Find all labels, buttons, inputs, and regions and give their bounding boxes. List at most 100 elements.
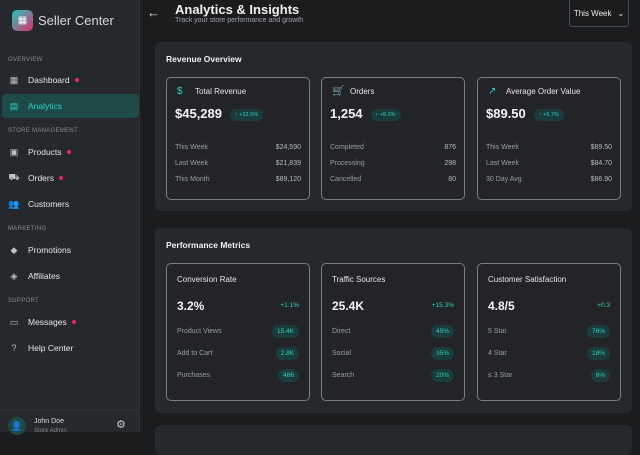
metric-label: ≤ 3 Star — [488, 372, 513, 379]
stat-value: 80 — [448, 176, 456, 183]
diamond-icon: ◈ — [10, 270, 18, 281]
archive-icon: ▣ — [9, 146, 19, 157]
help-icon: ? — [11, 343, 17, 353]
cart-icon: 🛒 — [332, 86, 345, 97]
user-name: John Doe — [34, 418, 64, 425]
metric-pill: 76% — [586, 325, 610, 338]
stat-value: $89.50 — [590, 144, 612, 151]
message-icon: ▭ — [9, 316, 19, 327]
metric-row: Search 20% — [332, 369, 454, 382]
nav-label: Affiliates — [28, 271, 60, 281]
sidebar-item-orders[interactable]: ⛟ Orders — [2, 166, 139, 190]
nav-label: Dashboard — [28, 75, 70, 85]
metric-card: Traffic Sources 25.4K +15.3% Direct 45% Socia… — [321, 263, 465, 401]
card-title: Conversion Rate — [177, 275, 237, 284]
change-text: +15.3% — [431, 302, 454, 309]
sidebar-item-dashboard[interactable]: ▦ Dashboard — [2, 68, 139, 92]
card-value: $45,289 ↑ +12.5% — [175, 106, 264, 121]
metric-label: Purchases — [177, 372, 211, 379]
tag-icon: ◆ — [10, 244, 18, 255]
metric-row: Direct 45% — [332, 325, 454, 338]
stat-row: 30 Day Avg $86.90 — [486, 176, 612, 183]
sidebar-item-analytics[interactable]: ▤ Analytics — [2, 94, 139, 118]
value-text: $89.50 — [486, 106, 526, 121]
metric-label: 4 Star — [488, 350, 507, 357]
nav-label: Analytics — [28, 101, 63, 111]
card-title: Average Order Value — [506, 87, 581, 96]
analytics-icon: ▤ — [9, 100, 19, 111]
stat-value: $84.70 — [590, 160, 612, 167]
metric-row: 5 Star 76% — [488, 325, 610, 338]
brand-name: Seller Center — [38, 13, 114, 28]
metric-pill: 45% — [430, 325, 454, 338]
stat-row: Last Week $84.70 — [486, 160, 612, 167]
people-icon: 👥 — [8, 198, 20, 209]
metric-label: 5 Star — [488, 328, 507, 335]
metric-pill: 15.4K — [272, 325, 299, 338]
sidebar-item-messages[interactable]: ▭ Messages — [2, 310, 139, 334]
period-value: This Week — [573, 8, 612, 18]
sidebar-item-affiliates[interactable]: ◈ Affiliates — [2, 264, 139, 288]
stat-value: $21,839 — [275, 160, 301, 167]
card-header: ↗ Average Order Value — [488, 86, 580, 97]
page-title: Analytics & Insights — [175, 2, 300, 17]
period-select[interactable]: This Week ⌄ — [569, 0, 629, 27]
section-title: Revenue Overview — [166, 54, 242, 64]
metric-pill: 486 — [278, 369, 299, 382]
revenue-card: ↗ Average Order Value $89.50 ↑ +5.7% This We… — [477, 77, 621, 200]
nav-label: Help Center — [28, 343, 74, 353]
stat-label: Last Week — [486, 160, 519, 167]
dollar-icon: $ — [177, 86, 183, 97]
metric-row: Add to Cart 2.8K — [177, 347, 299, 360]
sidebar-item-promotions[interactable]: ◆ Promotions — [2, 238, 139, 262]
chevron-down-icon: ⌄ — [617, 8, 625, 18]
metric-pill: 18% — [586, 347, 610, 360]
stat-row: This Month $89,120 — [175, 176, 301, 183]
stat-value: $89,120 — [275, 176, 301, 183]
nav-label: Promotions — [28, 245, 71, 255]
revenue-card: $ Total Revenue $45,289 ↑ +12.5% This Week $2… — [166, 77, 310, 200]
metric-row: Social 35% — [332, 347, 454, 360]
metric-pill: 35% — [430, 347, 454, 360]
sidebar-item-customers[interactable]: 👥 Customers — [2, 192, 139, 216]
stat-value: 298 — [444, 160, 456, 167]
card-value: 1,254 ↑ +8.2% — [330, 106, 401, 121]
dashboard-icon: ▦ — [9, 74, 19, 85]
back-arrow-icon[interactable]: ← — [147, 5, 160, 20]
stat-row: This Week $89.50 — [486, 144, 612, 151]
stat-label: This Week — [486, 144, 519, 151]
stat-row: Processing 298 — [330, 160, 456, 167]
avatar[interactable]: 👤 — [8, 417, 26, 435]
metric-label: Direct — [332, 328, 351, 335]
stat-label: Last Week — [175, 160, 208, 167]
stat-value: $86.90 — [590, 176, 612, 183]
section-label: MARKETING — [8, 226, 47, 232]
sidebar-item-help-center[interactable]: ? Help Center — [2, 336, 139, 360]
metric-label: Social — [332, 350, 352, 357]
section-label: OVERVIEW — [8, 57, 43, 63]
card-title: Customer Satisfaction — [488, 275, 567, 284]
stat-label: This Month — [175, 176, 210, 183]
nav-label: Customers — [28, 199, 70, 209]
stat-label: 30 Day Avg — [486, 176, 522, 183]
metric-pill: 20% — [430, 369, 454, 382]
gear-icon[interactable]: ⚙ — [116, 419, 126, 431]
value-text: $45,289 — [175, 106, 222, 121]
page-subtitle: Track your store performance and growth — [175, 17, 304, 24]
stat-value: 876 — [444, 144, 456, 151]
card-header: 🛒 Orders — [332, 86, 374, 97]
stat-label: This Week — [175, 144, 208, 151]
metric-row: Purchases 486 — [177, 369, 299, 382]
store-logo-icon: ▦ — [12, 10, 33, 31]
sidebar-item-products[interactable]: ▣ Products — [2, 140, 139, 164]
card-value: 4.8/5 — [488, 299, 515, 313]
stat-value: $24,590 — [275, 144, 301, 151]
trend-up-icon: ↗ — [488, 86, 497, 97]
metric-card: Customer Satisfaction 4.8/5 +0.3 5 Star 76% 4… — [477, 263, 621, 401]
metric-label: Product Views — [177, 328, 222, 335]
sidebar: ▦ Seller Center OVERVIEW ▦ Dashboard ▤ Ana… — [0, 0, 140, 435]
stat-label: Completed — [330, 144, 364, 151]
stat-row: Last Week $21,839 — [175, 160, 301, 167]
change-badge: ↑ +8.2% — [370, 108, 401, 121]
notification-dot — [71, 320, 76, 324]
